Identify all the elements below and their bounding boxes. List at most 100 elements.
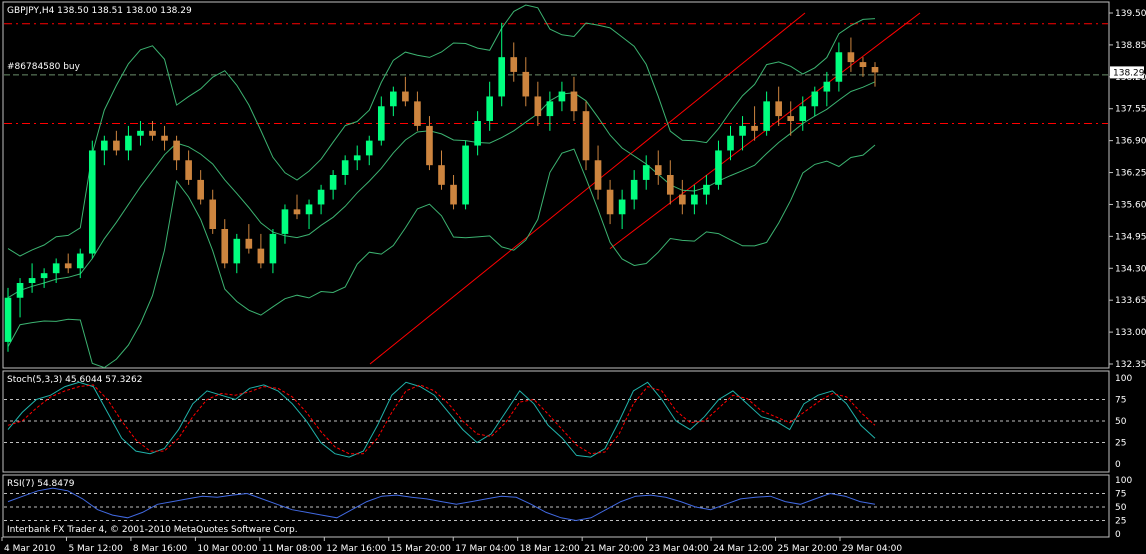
time-tick-label: 18 Mar 12:00 — [520, 544, 580, 554]
candle-body — [570, 91, 578, 112]
candle-body — [594, 160, 602, 190]
candle-body — [197, 179, 204, 200]
price-tick-label: 139.50 — [1115, 9, 1146, 19]
candle-body — [751, 125, 758, 131]
price-tick-label: 132.35 — [1115, 360, 1146, 370]
candle-body — [125, 135, 132, 151]
stoch-tick-label: 25 — [1115, 439, 1126, 449]
candle-body — [257, 248, 265, 264]
candle — [305, 199, 313, 229]
candle-body — [606, 189, 614, 215]
candle — [329, 170, 337, 200]
candle — [558, 81, 566, 112]
candle-body — [101, 140, 108, 151]
rsi-tick-label: 0 — [1115, 530, 1121, 540]
candle-body — [233, 238, 241, 264]
candle-body — [823, 81, 831, 92]
candle-body — [618, 199, 626, 215]
candle — [462, 140, 469, 210]
candle — [185, 150, 192, 185]
candle-body — [185, 160, 192, 180]
candle — [28, 263, 36, 293]
price-tick-label: 136.90 — [1115, 137, 1146, 147]
candle — [727, 125, 734, 161]
candle — [113, 130, 120, 156]
candle-body — [859, 62, 867, 67]
candle-body — [64, 263, 72, 269]
candle — [703, 175, 710, 205]
candle — [823, 71, 831, 107]
candle-body — [691, 194, 698, 205]
footer-text: Interbank FX Trader 4, © 2001-2010 MetaQ… — [7, 525, 298, 535]
candle — [835, 42, 843, 92]
candle — [438, 150, 445, 190]
time-tick-label: 12 Mar 16:00 — [326, 544, 386, 554]
candle — [414, 91, 421, 131]
candle-body — [510, 57, 518, 72]
candle — [486, 81, 493, 131]
candle — [233, 233, 241, 274]
candle — [751, 106, 758, 141]
candle-body — [161, 135, 168, 141]
candle — [173, 135, 180, 171]
candle-body — [775, 101, 782, 117]
candle-body — [847, 52, 855, 63]
candle-body — [28, 278, 36, 283]
candle-body — [269, 233, 277, 264]
candle — [811, 86, 819, 117]
current-price-label: 138.29 — [1113, 68, 1145, 78]
candle-body — [498, 57, 506, 97]
stoch-tick-label: 75 — [1115, 396, 1126, 406]
candle — [341, 155, 349, 185]
candle-body — [40, 273, 48, 279]
rsi-tick-label: 75 — [1115, 490, 1126, 500]
candle-body — [88, 150, 96, 254]
stoch-tick-label: 0 — [1115, 460, 1121, 470]
candle — [64, 253, 72, 274]
candle — [426, 116, 433, 171]
candle — [498, 22, 506, 107]
candle — [594, 145, 602, 200]
candle-body — [329, 175, 337, 190]
rsi-tick-label: 25 — [1115, 517, 1126, 527]
stoch-panel-frame — [2, 370, 1110, 473]
candle-body — [113, 140, 120, 151]
candle — [799, 96, 807, 131]
candle — [101, 135, 108, 166]
candle — [642, 155, 650, 190]
candle — [691, 184, 698, 215]
candle — [618, 189, 626, 229]
bollinger-lower-band — [7, 144, 876, 369]
candle-body — [305, 204, 313, 215]
candle — [606, 179, 614, 225]
candle-body — [341, 160, 349, 175]
price-tick-label: 134.30 — [1115, 264, 1146, 274]
candle — [534, 81, 542, 126]
candle-body — [799, 106, 807, 121]
candle — [582, 101, 590, 171]
candle-body — [414, 101, 421, 126]
bollinger-upper-band — [7, 4, 876, 257]
candle-body — [293, 209, 301, 215]
candle — [775, 86, 782, 126]
stoch-main-line — [7, 381, 876, 458]
candle — [88, 140, 96, 259]
candle-body — [450, 184, 457, 205]
price-tick-label: 138.85 — [1115, 41, 1146, 51]
rsi-layer: 100 75 50 25 0 — [4, 476, 1132, 540]
rsi-tick-label: 50 — [1115, 503, 1127, 513]
candle-body — [137, 130, 144, 136]
channel-line-lower — [369, 12, 806, 365]
stoch-label: Stoch(5,3,3) 45.6044 57.3262 — [7, 375, 142, 385]
candle-body — [209, 199, 217, 229]
candle-body — [390, 91, 397, 107]
candle-body — [221, 229, 229, 264]
candle-body — [281, 209, 289, 234]
axis-layer: 139.50138.85138.20137.55136.90136.25135.… — [1, 9, 1146, 554]
stoch-tick-label: 100 — [1115, 374, 1132, 384]
current-price-box — [1110, 66, 1144, 79]
bollinger-middle-band — [7, 81, 876, 299]
price-tick-label: 133.65 — [1115, 296, 1146, 306]
candle — [149, 121, 156, 141]
